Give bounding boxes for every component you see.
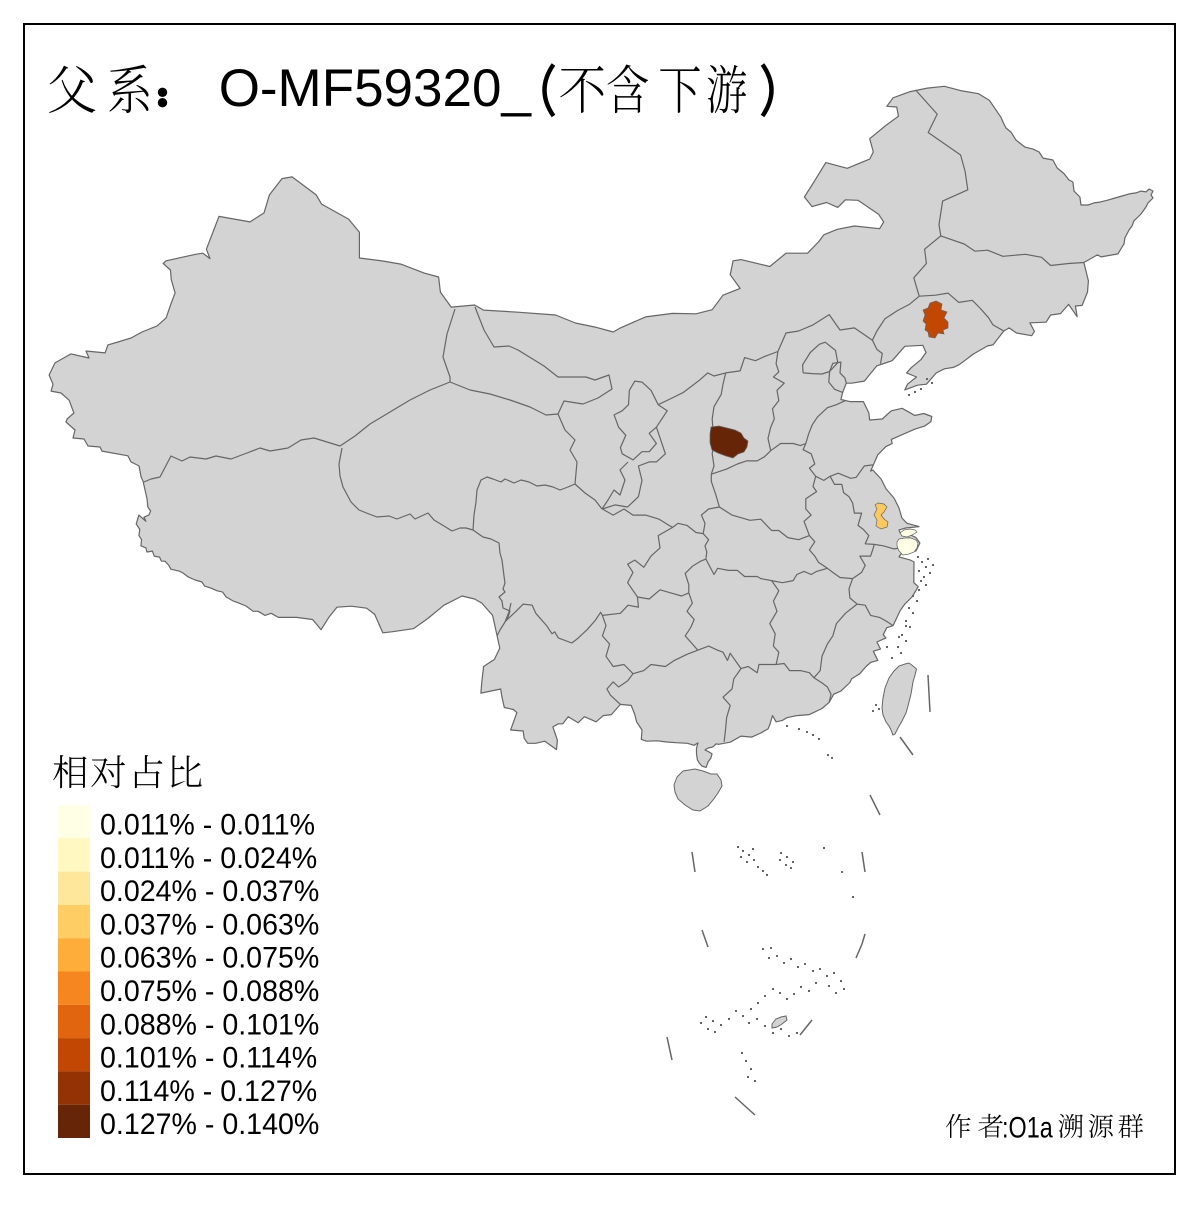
svg-text:0.088% - 0.101%: 0.088% - 0.101% (100, 1008, 319, 1042)
svg-text:0.063% - 0.075%: 0.063% - 0.075% (100, 941, 319, 975)
svg-text:0.101% - 0.114%: 0.101% - 0.114% (100, 1041, 317, 1075)
svg-text:0.024% - 0.037%: 0.024% - 0.037% (100, 874, 319, 908)
svg-text:0.075% - 0.088%: 0.075% - 0.088% (100, 974, 319, 1008)
svg-text:O-MF59320_: O-MF59320_ (219, 59, 533, 118)
svg-text:0.127% - 0.140%: 0.127% - 0.140% (100, 1108, 319, 1142)
svg-text:0.037% - 0.063%: 0.037% - 0.063% (100, 908, 319, 942)
svg-text:0.114% - 0.127%: 0.114% - 0.127% (100, 1074, 317, 1108)
svg-text:0.011% - 0.011%: 0.011% - 0.011% (100, 808, 315, 842)
svg-text::O1a: :O1a (1002, 1111, 1053, 1144)
svg-text:0.011% - 0.024%: 0.011% - 0.024% (100, 841, 317, 875)
